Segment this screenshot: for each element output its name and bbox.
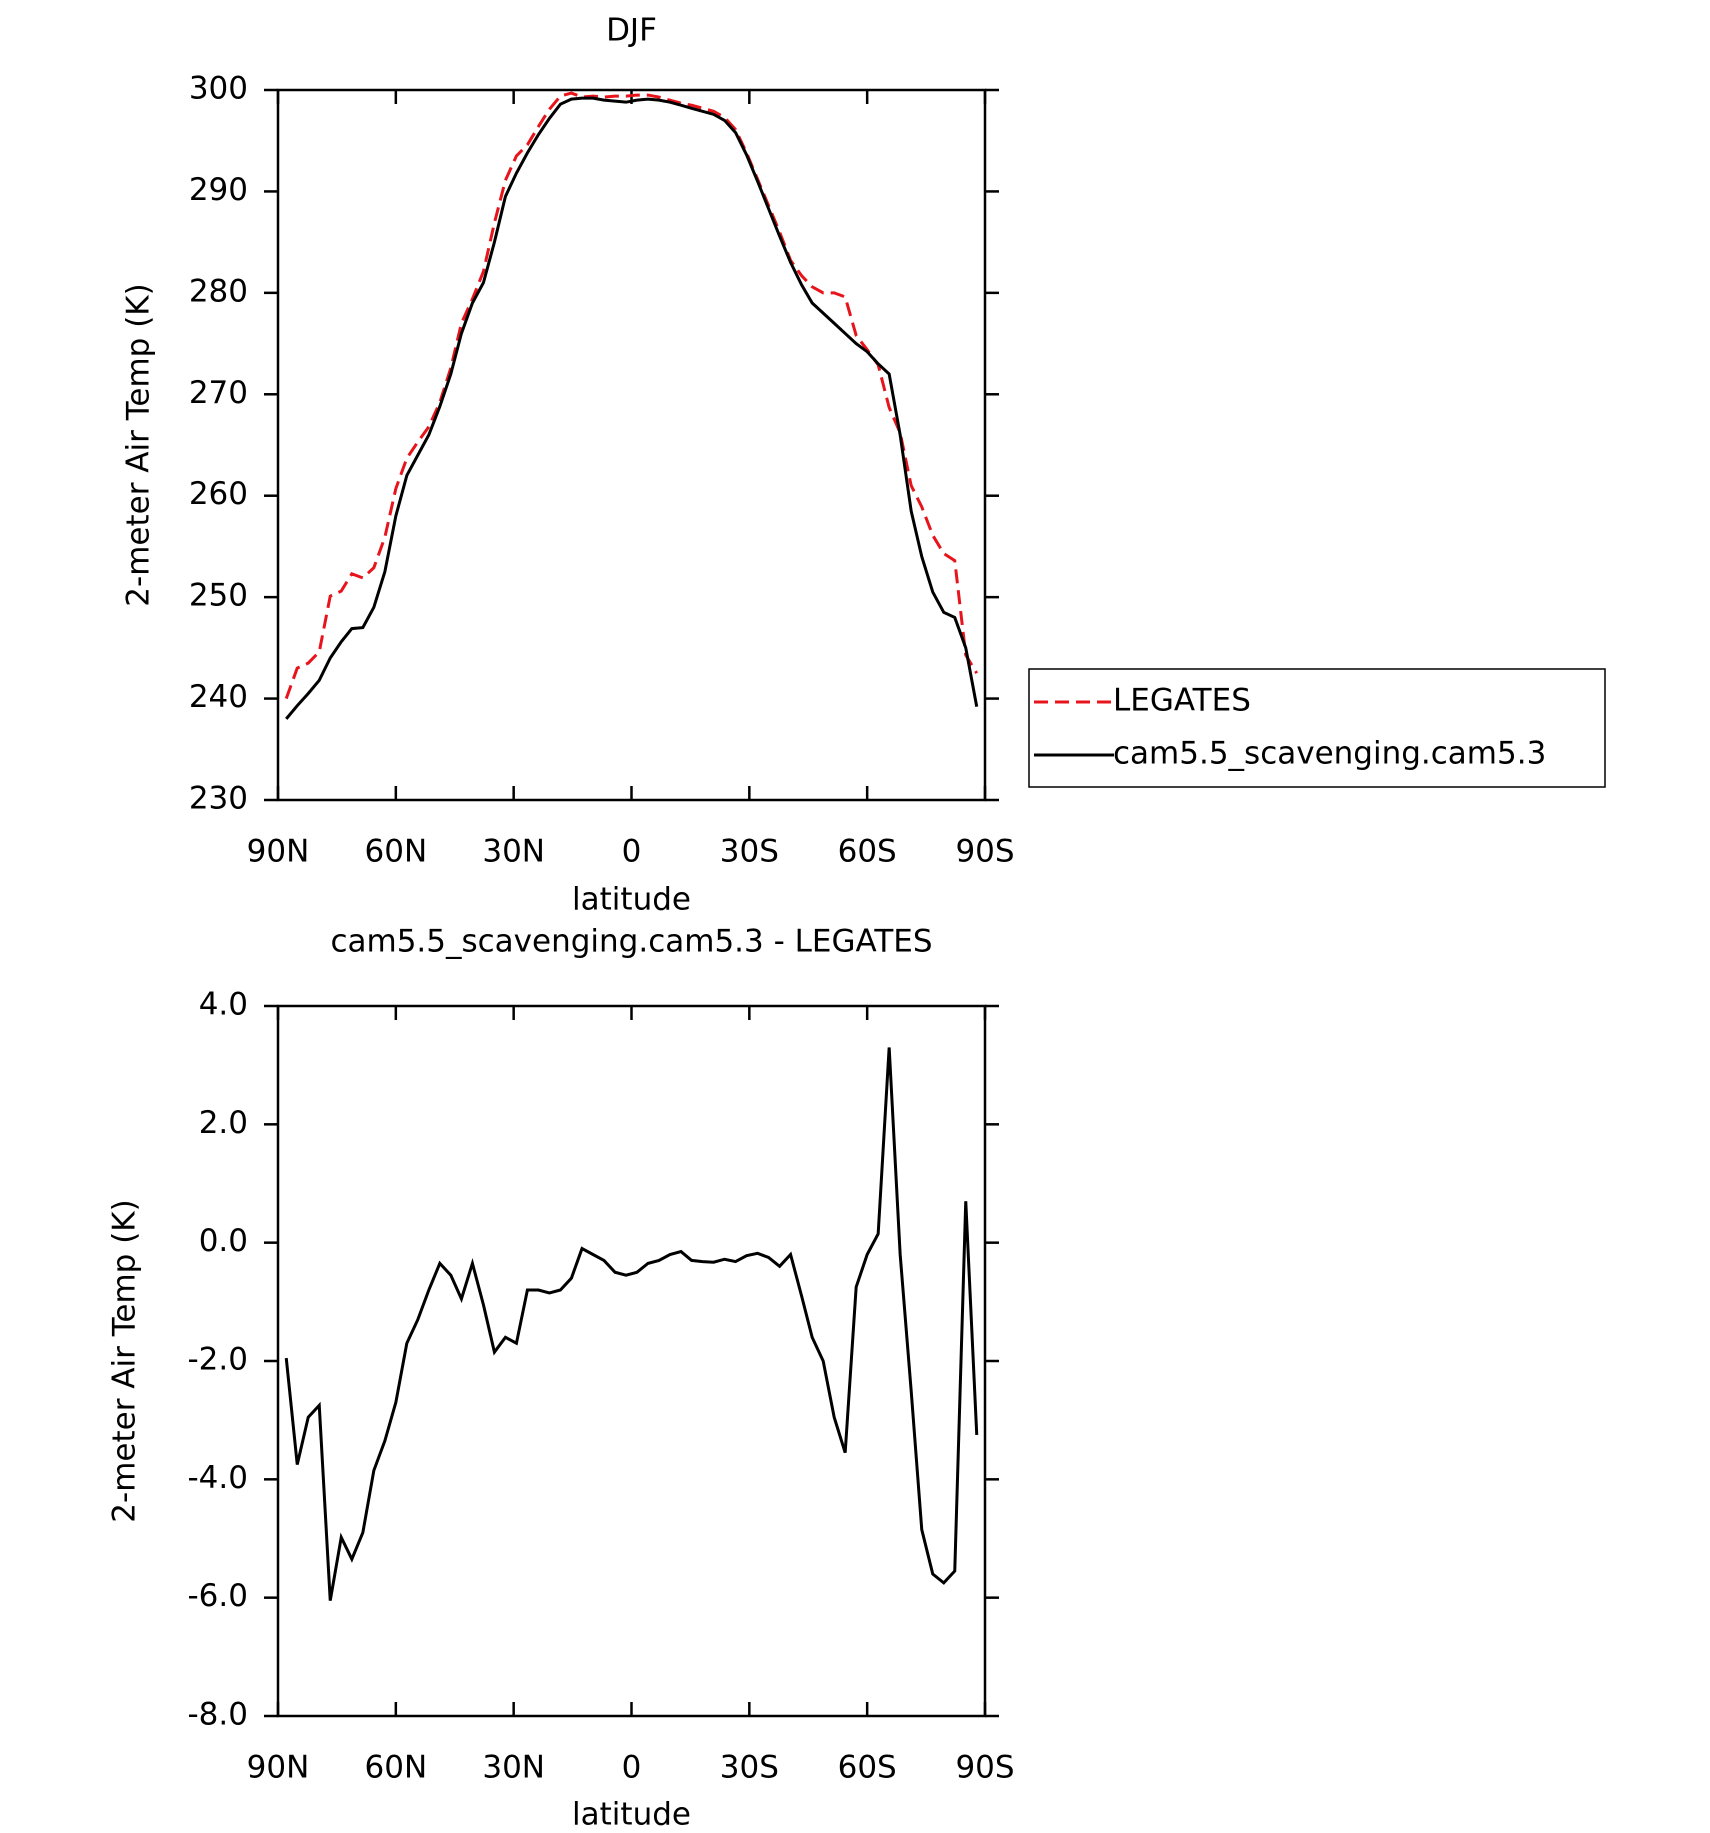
x-tick-label: 60S [838, 1750, 897, 1786]
x-tick-label: 60S [838, 834, 897, 870]
legend-label: LEGATES [1113, 683, 1251, 719]
y-tick-label: 250 [189, 578, 248, 614]
y-tick-label: 260 [189, 476, 248, 512]
x-tick-label: 30S [720, 834, 779, 870]
x-tick-label: 30N [482, 834, 545, 870]
y-tick-label: -4.0 [188, 1460, 249, 1496]
plot-frame [276, 1004, 987, 1718]
legend-box [1028, 668, 1606, 788]
y-tick-label: 4.0 [199, 987, 248, 1023]
x-axis-label: latitude [572, 1797, 691, 1833]
series-line [284, 1047, 979, 1601]
x-tick-label: 0 [622, 1750, 642, 1786]
y-tick-label: -8.0 [188, 1697, 249, 1733]
chart-title: DJF [606, 13, 657, 49]
x-tick-label: 60N [365, 1750, 428, 1786]
legend-label: cam5.5_scavenging.cam5.3 [1113, 736, 1546, 772]
chart-title: cam5.5_scavenging.cam5.3 - LEGATES [330, 924, 932, 960]
y-axis-label: 2-meter Air Temp (K) [107, 1199, 143, 1522]
y-tick-label: 0.0 [199, 1223, 248, 1259]
series-line [285, 96, 979, 720]
y-tick-label: 300 [189, 71, 248, 107]
x-tick-label: 90S [955, 1750, 1014, 1786]
x-tick-label: 90S [955, 834, 1014, 870]
x-tick-label: 30N [482, 1750, 545, 1786]
plot-frame [276, 88, 987, 802]
y-tick-label: 270 [189, 375, 248, 411]
x-tick-label: 0 [622, 834, 642, 870]
x-tick-label: 90N [247, 1750, 310, 1786]
y-tick-label: -2.0 [188, 1342, 249, 1378]
y-tick-label: 230 [189, 781, 248, 817]
y-tick-label: 280 [189, 273, 248, 309]
series-line [284, 91, 979, 700]
y-tick-label: 240 [189, 679, 248, 715]
x-axis-label: latitude [572, 882, 691, 918]
x-tick-label: 30S [720, 1750, 779, 1786]
y-tick-label: 290 [189, 172, 248, 208]
y-axis-label: 2-meter Air Temp (K) [121, 283, 157, 606]
y-tick-label: 2.0 [199, 1105, 248, 1141]
y-tick-label: -6.0 [188, 1578, 249, 1614]
x-tick-label: 60N [365, 834, 428, 870]
x-tick-label: 90N [247, 834, 310, 870]
